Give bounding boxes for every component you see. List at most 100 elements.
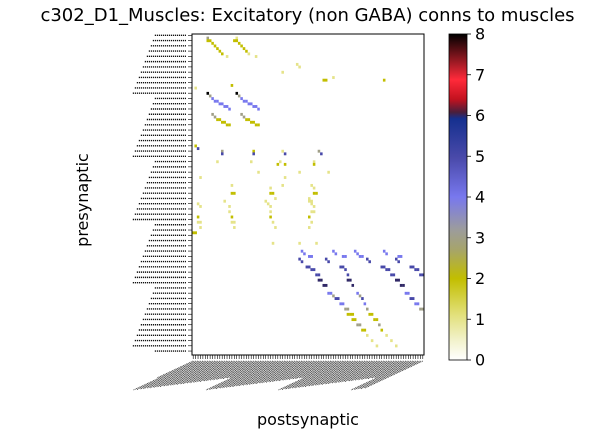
x-tick-label <box>136 360 199 390</box>
heatmap-cell <box>295 62 299 66</box>
heatmap-cell <box>339 302 342 306</box>
x-tick-label <box>328 360 378 385</box>
heatmap-cell <box>349 312 352 316</box>
heatmap-cell <box>269 186 272 190</box>
x-tick-label <box>143 360 204 390</box>
colorbar-tick-label: 1 <box>475 310 485 329</box>
x-tick-label <box>169 360 223 386</box>
heatmap-cell <box>230 191 234 195</box>
x-tick-label <box>222 360 262 380</box>
heatmap-cell <box>373 318 376 322</box>
heatmap-cell <box>223 120 226 124</box>
heatmap-cell <box>320 152 323 156</box>
heatmap-cell <box>271 191 275 195</box>
x-tick-label <box>146 360 206 389</box>
heatmap-cell <box>324 78 328 82</box>
heatmap-cell <box>283 176 287 179</box>
heatmap-cell <box>225 123 229 127</box>
heatmap-cell <box>235 91 239 95</box>
heatmap-cell <box>395 257 398 261</box>
colorbar-ticks: 0 1 2 3 4 5 6 7 8 <box>467 25 485 370</box>
heatmap-cell <box>375 318 379 322</box>
heatmap-cell <box>281 149 284 153</box>
heatmap-cell <box>351 312 355 316</box>
heatmap-cell <box>221 52 224 56</box>
x-tick-label <box>282 360 324 381</box>
x-tick-label <box>291 360 351 389</box>
x-tick-label <box>166 360 220 387</box>
heatmap-cell <box>216 99 219 103</box>
heatmap-cell <box>380 328 384 332</box>
heatmap-cell <box>235 39 239 43</box>
heatmap-cell <box>402 283 405 287</box>
heatmap-cell <box>361 328 364 332</box>
heatmap-cell <box>368 260 371 264</box>
heatmap-cell <box>416 302 420 306</box>
heatmap-cell <box>269 191 272 195</box>
heatmap-cell <box>206 36 210 40</box>
heatmap-cell <box>421 307 425 311</box>
heatmap-cell <box>346 307 350 311</box>
heatmap-cell <box>407 291 410 295</box>
heatmap-cell <box>356 252 359 256</box>
x-tick-label <box>225 360 283 388</box>
x-tick-label <box>272 360 317 382</box>
heatmap-cell <box>329 291 333 295</box>
heatmap-cell <box>353 249 357 253</box>
x-tick-label <box>153 360 211 388</box>
x-tick-label <box>302 360 339 379</box>
heatmap-cell <box>351 283 355 287</box>
heatmap-cell <box>310 199 313 203</box>
x-tick-label <box>321 360 373 385</box>
heatmap-cell <box>414 302 417 306</box>
heatmap-cell <box>237 94 241 98</box>
heatmap-cell <box>245 49 248 53</box>
x-tick-label <box>199 360 245 382</box>
heatmap-cell <box>221 102 224 106</box>
x-tick-label <box>288 360 329 380</box>
heatmap-cell <box>199 226 202 229</box>
heatmap-cell <box>344 307 347 311</box>
heatmap-cell <box>349 278 352 282</box>
x-tick-label <box>268 360 315 383</box>
heatmap-cell <box>223 105 226 108</box>
heatmap-cell <box>228 123 231 127</box>
heatmap-cell <box>240 44 243 48</box>
x-tick-label <box>209 360 252 381</box>
heatmap-cell <box>199 176 202 179</box>
heatmap-cell <box>269 215 272 219</box>
heatmap-cell <box>245 99 248 103</box>
heatmap-cell <box>211 112 214 116</box>
heatmap-cell <box>395 344 398 348</box>
heatmap-cell <box>351 318 355 322</box>
heatmap-cell <box>242 99 246 103</box>
heatmap-cell <box>303 252 306 256</box>
x-tick-label <box>367 360 407 380</box>
heatmap-cell <box>397 278 400 282</box>
heatmap-cell <box>233 220 236 224</box>
heatmap-cell <box>298 241 301 245</box>
heatmap-cell <box>382 249 386 253</box>
heatmap-cell <box>298 257 301 261</box>
heatmap-cell <box>266 202 270 206</box>
heatmap-cell <box>242 47 246 51</box>
colorbar-tick-label: 8 <box>475 25 485 44</box>
heatmap-cell <box>346 312 350 316</box>
x-tick-label <box>275 360 320 382</box>
heatmap-cell <box>194 144 197 148</box>
heatmap-cell <box>206 39 210 43</box>
x-tick-label <box>222 360 281 389</box>
heatmap-cell <box>358 255 362 258</box>
x-tick-label <box>364 360 423 389</box>
x-tick-label <box>298 360 356 388</box>
x-tick-label <box>203 360 247 382</box>
heatmap-cell <box>221 120 224 124</box>
heatmap-cell <box>378 323 381 327</box>
heatmap-cell <box>390 339 393 343</box>
x-tick-label <box>206 360 249 382</box>
heatmap-cell <box>225 105 229 108</box>
heatmap-cell <box>317 278 321 282</box>
heatmap-cell <box>380 265 384 269</box>
heatmap-cell <box>409 265 413 269</box>
heatmap-cell <box>356 291 359 295</box>
